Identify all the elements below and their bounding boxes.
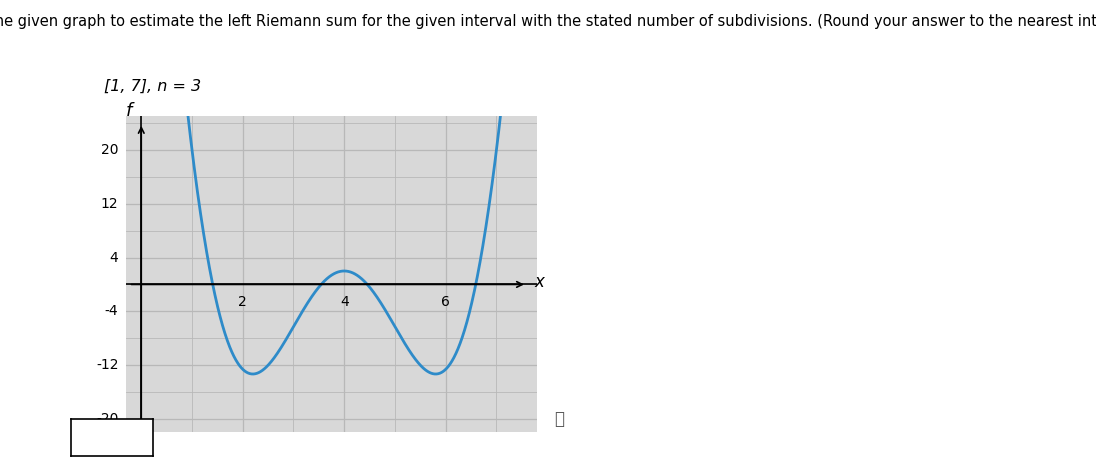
Text: 2: 2 <box>238 294 247 309</box>
Text: 4: 4 <box>340 294 349 309</box>
Text: ⓘ: ⓘ <box>553 410 564 427</box>
Text: -20: -20 <box>96 412 118 426</box>
Text: x: x <box>535 273 545 292</box>
Text: 4: 4 <box>110 251 118 265</box>
Text: f: f <box>125 102 132 120</box>
Text: -4: -4 <box>105 305 118 319</box>
Text: -12: -12 <box>96 358 118 372</box>
Text: 12: 12 <box>101 197 118 211</box>
Text: 20: 20 <box>101 143 118 157</box>
Text: 6: 6 <box>442 294 450 309</box>
Text: Use the given graph to estimate the left Riemann sum for the given interval with: Use the given graph to estimate the left… <box>0 14 1096 29</box>
Text: [1, 7], n = 3: [1, 7], n = 3 <box>104 79 202 94</box>
